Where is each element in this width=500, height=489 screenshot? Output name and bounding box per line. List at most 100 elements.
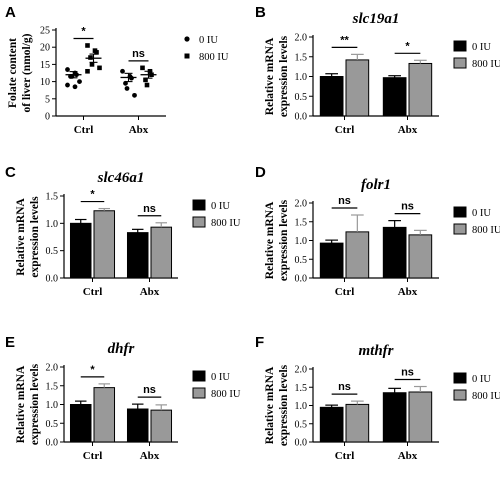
x-tick-label: Abx: [398, 286, 418, 298]
y-axis-label: Folate content of liver (nmol/g): [7, 33, 33, 112]
x-tick-label: Ctrl: [335, 450, 355, 462]
data-point: [140, 65, 145, 71]
y-tick-label: 0.0: [46, 438, 59, 449]
y-axis-label-line: expression levels: [29, 363, 41, 445]
y-tick-label: 0.5: [46, 246, 59, 257]
bar: [93, 210, 116, 279]
y-tick-label: 0.5: [295, 419, 308, 430]
data-point: [85, 68, 90, 74]
significance-label: *: [405, 40, 410, 52]
y-tick-label: 25: [40, 26, 50, 37]
legend-swatch: [453, 389, 467, 401]
y-axis-label: Relative mRNA expression levels: [264, 35, 290, 117]
significance-label: *: [90, 189, 95, 201]
significance-label: ns: [338, 195, 351, 207]
legend-label: 0 IU: [472, 42, 491, 53]
data-point: [65, 67, 70, 72]
y-tick-label: 5: [45, 94, 50, 105]
y-tick-label: 1.0: [295, 401, 308, 412]
y-tick-label: 1.0: [295, 236, 308, 247]
significance-label: *: [90, 364, 95, 376]
chart-title: slc19a1: [352, 11, 400, 27]
y-tick-label: 10: [40, 77, 50, 88]
significance-label: ns: [401, 367, 414, 379]
bar: [345, 59, 370, 117]
legend-label: 800 IU: [211, 389, 241, 400]
x-tick-label: Ctrl: [74, 124, 94, 136]
y-tick-label: 0.0: [295, 112, 308, 123]
panel-letter: A: [5, 4, 16, 21]
y-tick-label: 2.0: [295, 199, 308, 210]
bar: [408, 234, 433, 279]
y-tick-label: 0.5: [295, 92, 308, 103]
y-tick-label: 20: [40, 43, 50, 54]
bar: [126, 232, 149, 279]
panel-letter: B: [255, 4, 266, 21]
legend-label: 0 IU: [472, 374, 491, 385]
legend-swatch: [453, 223, 467, 235]
y-axis-label-line: Relative mRNA: [264, 37, 276, 115]
y-axis-label: Relative mRNA expression levels: [15, 363, 41, 445]
chart-title: slc46a1: [97, 170, 145, 186]
panel-letter: C: [5, 164, 16, 181]
y-axis-label-line: Folate content: [7, 38, 19, 108]
legend-label: 800 IU: [472, 225, 500, 236]
y-tick-label: 15: [40, 60, 50, 71]
x-tick-label: Ctrl: [335, 124, 355, 136]
panel-letter: D: [255, 164, 266, 181]
y-tick-label: 2.0: [295, 365, 308, 376]
x-tick-label: Ctrl: [335, 286, 355, 298]
y-tick-label: 1.0: [46, 400, 59, 411]
bar: [69, 222, 92, 279]
data-point: [144, 82, 150, 88]
y-axis-label: Relative mRNA expression levels: [15, 196, 41, 278]
legend-marker: [184, 36, 190, 42]
legend-label: 0 IU: [199, 35, 218, 46]
y-tick-label: 1.5: [46, 381, 59, 392]
y-tick-label: 2.0: [295, 33, 308, 44]
legend-label: 800 IU: [211, 218, 241, 229]
legend-label: 0 IU: [211, 372, 230, 383]
chart-title: mthfr: [358, 343, 393, 359]
legend-label: 0 IU: [211, 201, 230, 212]
y-axis-label: Relative mRNA expression levels: [264, 199, 290, 281]
data-point: [72, 84, 78, 90]
x-tick-label: Abx: [129, 124, 149, 136]
legend-swatch: [192, 370, 206, 382]
chart-title: dhfr: [108, 341, 135, 357]
x-tick-label: Abx: [398, 124, 418, 136]
bar: [150, 226, 173, 279]
significance-label: ns: [143, 384, 156, 396]
data-point: [89, 62, 95, 67]
x-tick-label: Abx: [398, 450, 418, 462]
bar: [319, 242, 344, 279]
legend-swatch: [453, 372, 467, 384]
significance-label: ns: [132, 48, 145, 60]
bar: [345, 403, 370, 443]
y-axis-label-line: Relative mRNA: [264, 201, 276, 279]
y-tick-label: 1.5: [295, 217, 308, 228]
x-tick-label: Abx: [140, 450, 160, 462]
panel-a: A Folate content of liver (nmol/g) 0 5 10 15 20…: [5, 4, 229, 136]
data-point: [129, 75, 134, 81]
y-tick-label: 1.0: [46, 219, 59, 230]
bar: [382, 226, 407, 279]
data-point: [143, 77, 148, 83]
bar: [126, 408, 149, 443]
x-tick-label: Abx: [140, 286, 160, 298]
legend-marker: [184, 53, 190, 59]
y-tick-label: 1.5: [295, 383, 308, 394]
significance-label: ns: [401, 201, 414, 213]
y-tick-label: 1.5: [46, 192, 59, 203]
y-axis-label-line: expression levels: [278, 35, 290, 117]
y-axis-label-line: Relative mRNA: [264, 366, 276, 444]
legend-swatch: [453, 57, 467, 69]
y-axis-label-line: Relative mRNA: [15, 365, 27, 443]
data-point: [65, 82, 70, 88]
y-tick-label: 2.0: [46, 363, 59, 374]
